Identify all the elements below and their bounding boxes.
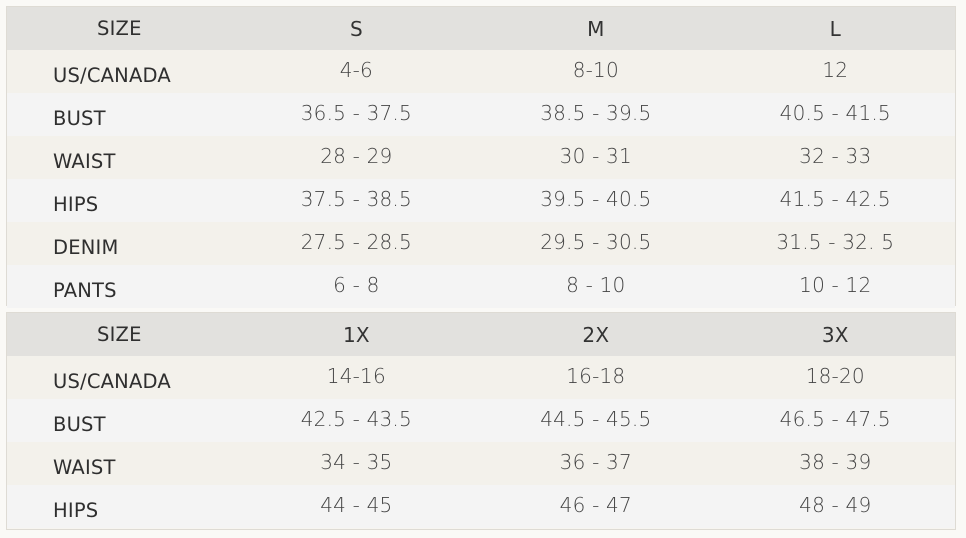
table-row: HIPS 37.5 - 38.5 39.5 - 40.5 41.5 - 42.5 bbox=[7, 179, 955, 222]
table-cell: 44 - 45 bbox=[320, 492, 393, 517]
table-cell: 46 - 47 bbox=[559, 492, 632, 517]
header-size-s: S bbox=[349, 16, 363, 41]
table-cell: 28 - 29 bbox=[320, 143, 393, 168]
header-size-3x: 3X bbox=[821, 322, 849, 347]
row-label: BUST bbox=[53, 107, 106, 130]
table-cell: 38 - 39 bbox=[799, 449, 872, 474]
table-header-row: SIZE S M L bbox=[7, 7, 955, 50]
table-cell: 39.5 - 40.5 bbox=[540, 186, 652, 211]
table-cell: 32 - 33 bbox=[799, 143, 872, 168]
header-size-2x: 2X bbox=[582, 322, 610, 347]
row-label: HIPS bbox=[53, 499, 99, 522]
table-cell: 14-16 bbox=[326, 363, 386, 388]
table-cell: 36 - 37 bbox=[559, 449, 632, 474]
table-row: DENIM 27.5 - 28.5 29.5 - 30.5 31.5 - 32.… bbox=[7, 222, 955, 265]
table-row: PANTS 6 - 8 8 - 10 10 - 12 bbox=[7, 265, 955, 308]
table-row: US/CANADA 4-6 8-10 12 bbox=[7, 50, 955, 93]
table-cell: 4-6 bbox=[339, 57, 373, 82]
row-label: US/CANADA bbox=[53, 64, 171, 87]
table-cell: 36.5 - 37.5 bbox=[300, 100, 412, 125]
table-cell: 42.5 - 43.5 bbox=[300, 406, 412, 431]
table-cell: 31.5 - 32. 5 bbox=[776, 229, 895, 254]
row-label: US/CANADA bbox=[53, 370, 171, 393]
table-cell: 34 - 35 bbox=[320, 449, 393, 474]
table-row: HIPS 44 - 45 46 - 47 48 - 49 bbox=[7, 485, 955, 528]
header-size-1x: 1X bbox=[342, 322, 370, 347]
table-cell: 10 - 12 bbox=[799, 272, 872, 297]
table-cell: 46.5 - 47.5 bbox=[779, 406, 891, 431]
table-cell: 27.5 - 28.5 bbox=[300, 229, 412, 254]
table-header-row: SIZE 1X 2X 3X bbox=[7, 313, 955, 356]
table-row: WAIST 34 - 35 36 - 37 38 - 39 bbox=[7, 442, 955, 485]
row-label: WAIST bbox=[53, 456, 116, 479]
header-size-label: SIZE bbox=[97, 323, 142, 346]
row-label: HIPS bbox=[53, 193, 99, 216]
table-cell: 6 - 8 bbox=[333, 272, 380, 297]
table-cell: 38.5 - 39.5 bbox=[540, 100, 652, 125]
size-table-plus: SIZE 1X 2X 3X US/CANADA 14-16 16-18 18-2… bbox=[6, 312, 956, 530]
table-cell: 30 - 31 bbox=[559, 143, 632, 168]
size-table-standard: SIZE S M L US/CANADA 4-6 8-10 12 BUST 36… bbox=[6, 6, 956, 308]
table-cell: 48 - 49 bbox=[799, 492, 872, 517]
row-label: BUST bbox=[53, 413, 106, 436]
table-row: BUST 42.5 - 43.5 44.5 - 45.5 46.5 - 47.5 bbox=[7, 399, 955, 442]
header-size-m: M bbox=[587, 16, 605, 41]
table-cell: 8 - 10 bbox=[566, 272, 626, 297]
row-label: PANTS bbox=[53, 279, 117, 302]
table-cell: 41.5 - 42.5 bbox=[779, 186, 891, 211]
table-cell: 44.5 - 45.5 bbox=[540, 406, 652, 431]
table-cell: 12 bbox=[822, 57, 849, 82]
table-row: BUST 36.5 - 37.5 38.5 - 39.5 40.5 - 41.5 bbox=[7, 93, 955, 136]
table-cell: 37.5 - 38.5 bbox=[300, 186, 412, 211]
table-cell: 40.5 - 41.5 bbox=[779, 100, 891, 125]
table-cell: 18-20 bbox=[805, 363, 865, 388]
table-row: US/CANADA 14-16 16-18 18-20 bbox=[7, 356, 955, 399]
row-label: WAIST bbox=[53, 150, 116, 173]
table-cell: 8-10 bbox=[572, 57, 619, 82]
row-label: DENIM bbox=[53, 236, 119, 259]
table-cell: 29.5 - 30.5 bbox=[540, 229, 652, 254]
header-size-label: SIZE bbox=[97, 17, 142, 40]
table-cell: 16-18 bbox=[566, 363, 626, 388]
table-row: WAIST 28 - 29 30 - 31 32 - 33 bbox=[7, 136, 955, 179]
header-size-l: L bbox=[829, 16, 841, 41]
